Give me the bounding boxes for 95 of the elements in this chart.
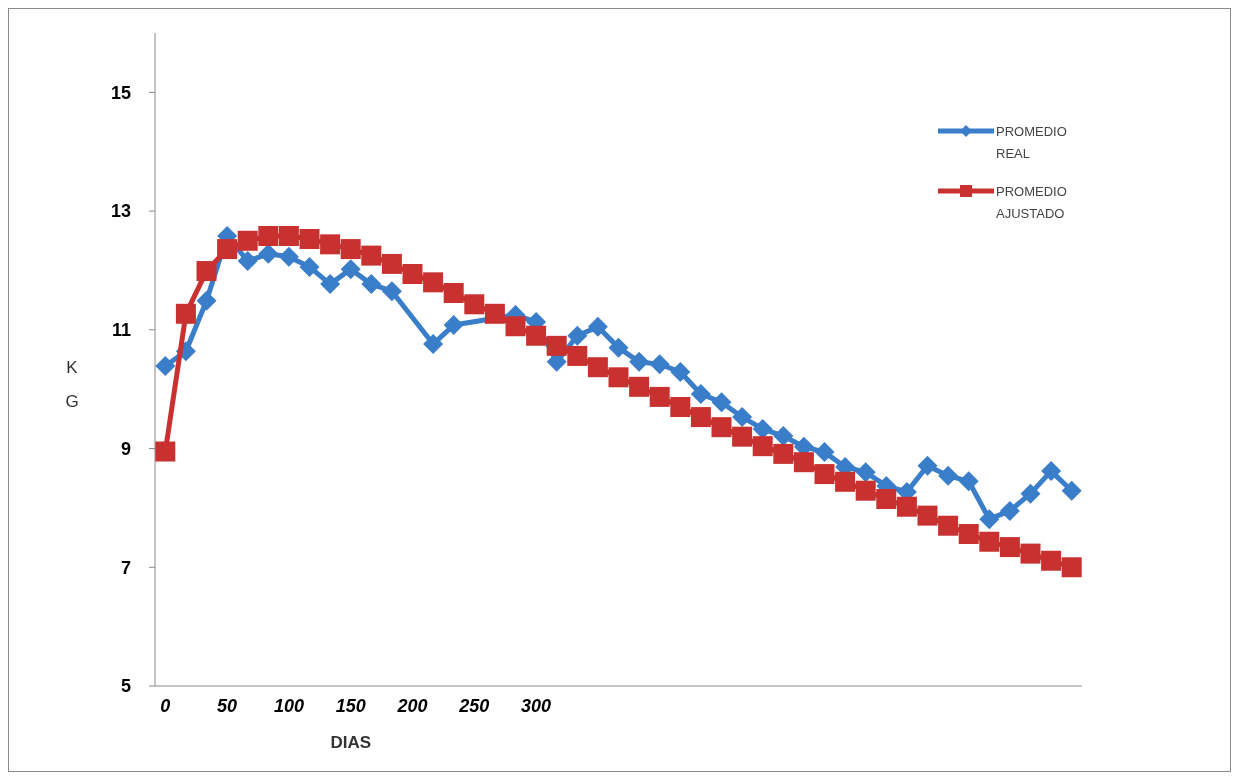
x-tick-label: 250 [458,696,490,716]
x-tick-label: 300 [521,696,552,716]
point [773,426,794,447]
point [690,407,711,428]
point [320,234,341,255]
point [855,480,876,501]
point [175,303,196,324]
point [629,351,650,372]
point [567,325,588,346]
point [793,452,814,473]
point [484,303,505,324]
point [340,239,361,260]
point [670,361,691,382]
point [217,239,238,260]
point [361,245,382,266]
point [917,505,938,526]
x-axis-title: DIAS [330,733,372,752]
y-tick-label: 5 [120,676,131,697]
y-tick-label: 13 [110,201,131,222]
point [299,256,320,277]
point [649,354,670,375]
point [732,426,753,447]
x-tick-label: 150 [335,696,366,716]
point [258,243,279,264]
point [155,356,176,377]
point [814,464,835,485]
point [835,471,856,492]
point [237,230,258,251]
point [1020,543,1041,564]
point [258,226,279,247]
point [587,316,608,337]
point [155,441,176,462]
point [752,418,773,439]
point [381,253,402,274]
point [196,261,217,282]
point [711,417,732,438]
x-tick-label: 50 [217,696,238,716]
point [876,489,897,509]
point [649,386,670,407]
point [711,392,732,413]
point [1020,483,1041,504]
point [608,367,629,388]
point [423,334,444,355]
point [299,228,320,249]
point [917,455,938,476]
point [690,383,711,404]
point [732,407,753,428]
point [505,316,526,337]
point [958,524,979,545]
point [278,226,299,247]
point [752,436,773,457]
point [423,272,444,293]
point [237,250,258,271]
legend-label: PROMEDIO REAL [996,124,1067,161]
point [546,335,567,356]
point [320,274,341,295]
y-tick-label: 15 [110,82,131,103]
point [814,442,835,463]
y-axis-title: KG [65,358,79,411]
point [196,290,217,311]
point [999,500,1020,521]
point [629,376,650,397]
point [773,443,794,464]
y-tick-label: 11 [111,320,131,341]
point [464,294,485,315]
point [361,274,382,295]
point [958,471,979,492]
point [608,337,629,358]
x-tick-label: 100 [273,696,304,716]
point [938,465,959,486]
point [587,357,608,378]
point [1061,480,1082,501]
point [670,396,691,417]
point [1041,550,1062,571]
point [1041,461,1062,482]
point [443,315,464,336]
point [979,531,1000,552]
point [567,345,588,366]
x-tick-label: 200 [396,696,428,716]
point [402,264,423,285]
point [340,259,361,280]
point [526,325,547,346]
x-tick-label: 0 [160,696,171,716]
point [381,281,402,302]
point [979,509,1000,530]
point [896,496,917,517]
point [938,515,959,536]
point [278,246,299,267]
point [855,462,876,483]
y-tick-label: 9 [120,438,131,459]
point [1061,557,1082,578]
point [443,283,464,304]
point [999,537,1020,558]
y-tick-label: 7 [120,557,131,578]
legend-label: PROMEDIO AJUSTADO [996,184,1067,221]
